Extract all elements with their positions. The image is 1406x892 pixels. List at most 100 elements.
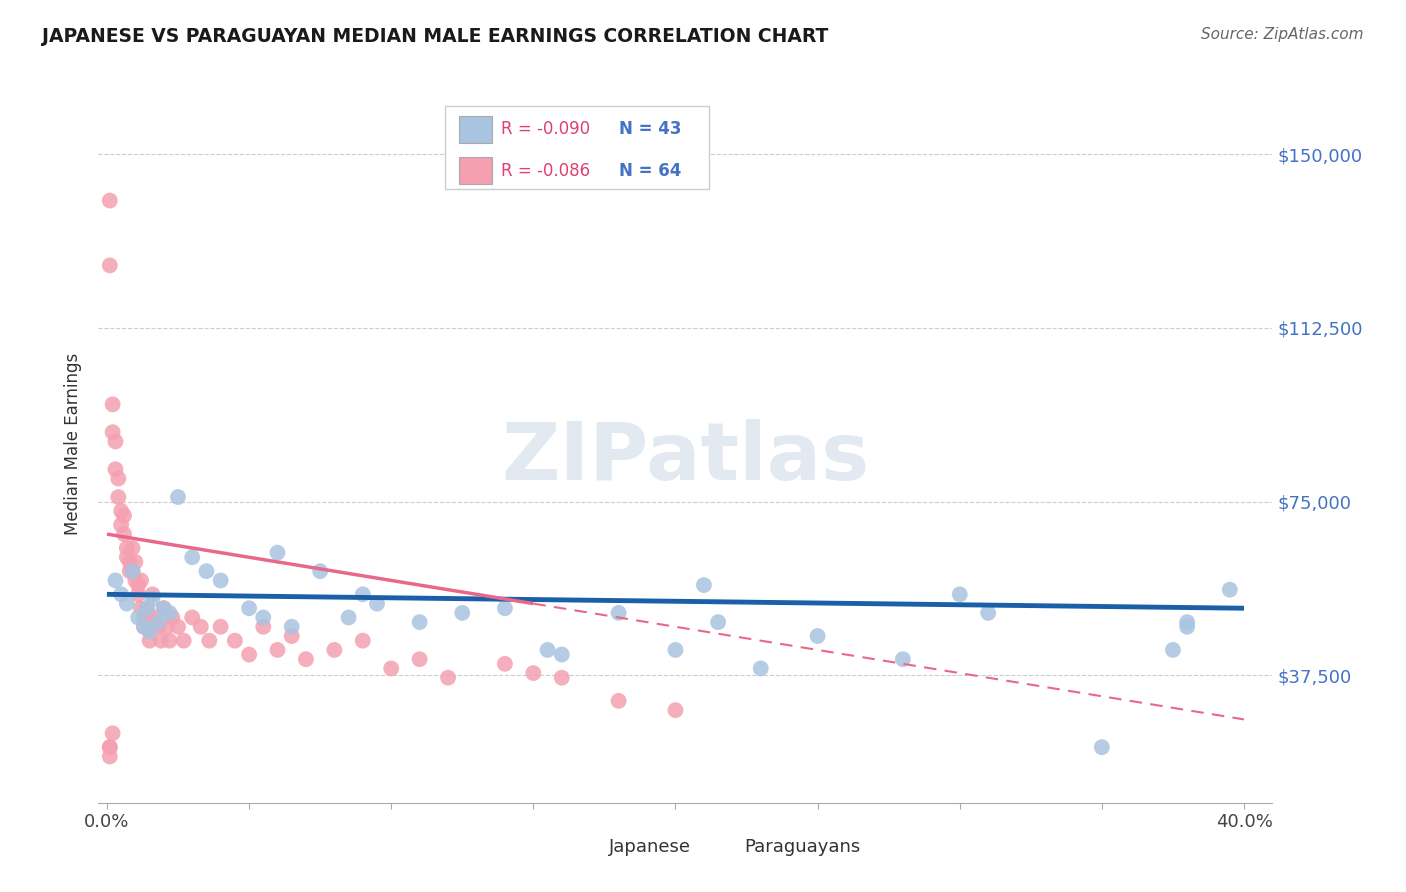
Point: [153, 601, 176, 615]
Point: [380, 661, 402, 675]
Point: [266, 643, 288, 657]
Point: [181, 550, 204, 565]
Point: [162, 610, 184, 624]
Point: [551, 648, 574, 662]
Point: [115, 597, 138, 611]
Point: [104, 434, 127, 449]
Point: [107, 490, 129, 504]
FancyBboxPatch shape: [568, 836, 600, 859]
Point: [949, 587, 972, 601]
Point: [110, 504, 132, 518]
Point: [209, 574, 232, 588]
Point: [98, 749, 121, 764]
Point: [536, 643, 558, 657]
Point: [190, 620, 212, 634]
Point: [146, 620, 169, 634]
Point: [129, 601, 152, 615]
Point: [693, 578, 716, 592]
Text: N = 64: N = 64: [619, 161, 681, 179]
Text: R = -0.086: R = -0.086: [501, 161, 591, 179]
Point: [104, 574, 127, 588]
Point: [451, 606, 474, 620]
Point: [891, 652, 914, 666]
Point: [129, 574, 152, 588]
Point: [115, 550, 138, 565]
Point: [115, 541, 138, 555]
Point: [337, 610, 360, 624]
Point: [132, 620, 155, 634]
Text: Japanese: Japanese: [609, 838, 692, 856]
Point: [323, 643, 346, 657]
Point: [352, 587, 374, 601]
Point: [209, 620, 232, 634]
Point: [138, 610, 160, 624]
Point: [138, 633, 160, 648]
Point: [110, 517, 132, 532]
Y-axis label: Median Male Earnings: Median Male Earnings: [65, 352, 83, 535]
Point: [143, 610, 166, 624]
Point: [224, 633, 246, 648]
Point: [309, 564, 332, 578]
FancyBboxPatch shape: [458, 157, 492, 185]
Point: [146, 615, 169, 629]
Point: [135, 601, 157, 615]
Text: JAPANESE VS PARAGUAYAN MEDIAN MALE EARNINGS CORRELATION CHART: JAPANESE VS PARAGUAYAN MEDIAN MALE EARNI…: [42, 27, 828, 45]
Point: [141, 587, 163, 601]
Point: [156, 620, 179, 634]
Point: [1091, 740, 1114, 755]
Text: R = -0.090: R = -0.090: [501, 120, 591, 138]
Point: [551, 671, 574, 685]
Point: [98, 740, 121, 755]
Point: [159, 606, 181, 620]
Point: [98, 259, 121, 273]
Point: [366, 597, 388, 611]
Point: [127, 587, 149, 601]
Point: [295, 652, 318, 666]
Point: [664, 703, 686, 717]
Point: [280, 629, 302, 643]
Point: [132, 610, 155, 624]
Point: [494, 657, 516, 671]
Point: [127, 578, 149, 592]
Point: [607, 606, 630, 620]
Point: [132, 620, 155, 634]
Point: [149, 633, 172, 648]
Point: [1161, 643, 1184, 657]
Point: [124, 574, 146, 588]
Point: [101, 425, 124, 440]
Point: [124, 555, 146, 569]
Point: [1219, 582, 1241, 597]
Point: [107, 471, 129, 485]
Point: [121, 564, 143, 578]
Point: [352, 633, 374, 648]
Point: [252, 610, 274, 624]
Point: [181, 610, 204, 624]
Point: [118, 564, 141, 578]
Point: [195, 564, 218, 578]
Point: [494, 601, 516, 615]
Point: [127, 610, 149, 624]
Point: [238, 601, 260, 615]
Text: ZIPatlas: ZIPatlas: [502, 419, 869, 497]
Point: [707, 615, 730, 629]
Point: [437, 671, 460, 685]
Point: [98, 194, 121, 208]
Point: [167, 620, 190, 634]
Point: [121, 564, 143, 578]
Point: [522, 666, 544, 681]
Point: [408, 652, 430, 666]
Point: [1175, 615, 1198, 629]
Point: [118, 555, 141, 569]
Point: [266, 546, 288, 560]
Point: [664, 643, 686, 657]
Text: Paraguayans: Paraguayans: [744, 838, 860, 856]
Point: [408, 615, 430, 629]
Point: [135, 601, 157, 615]
Point: [167, 490, 190, 504]
Point: [977, 606, 1000, 620]
Point: [153, 601, 176, 615]
Text: N = 43: N = 43: [619, 120, 681, 138]
Text: Source: ZipAtlas.com: Source: ZipAtlas.com: [1201, 27, 1364, 42]
FancyBboxPatch shape: [444, 106, 709, 189]
Point: [141, 591, 163, 606]
